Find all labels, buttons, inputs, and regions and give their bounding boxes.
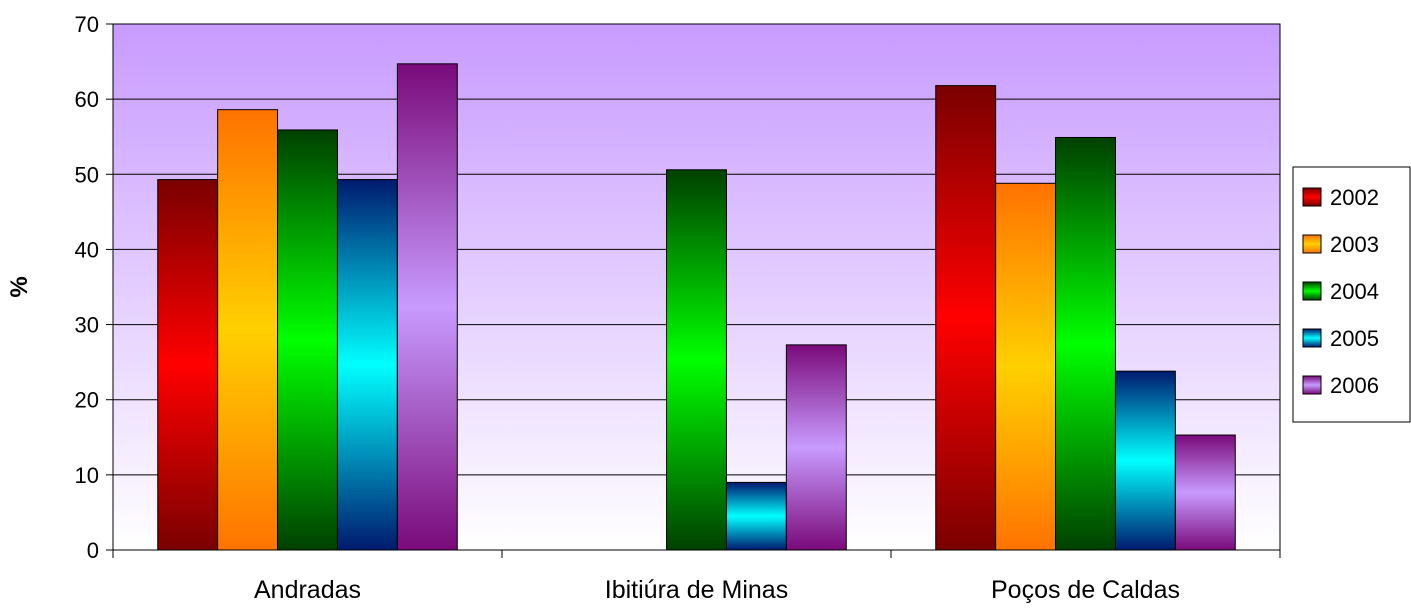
y-tick-labels: 0 10 20 30 40 50 60 70 <box>75 12 99 563</box>
legend-swatch <box>1302 187 1322 207</box>
bar-2005-2 <box>1114 370 1176 551</box>
bar-2004-0 <box>277 129 338 551</box>
legend-label: 2004 <box>1330 279 1379 304</box>
category-label: Poços de Caldas <box>991 576 1180 604</box>
bar-2006-0 <box>396 63 458 551</box>
bar-2002-0 <box>157 179 219 551</box>
legend-swatch <box>1302 328 1322 348</box>
bar-2006-1 <box>785 344 847 551</box>
legend-label: 2002 <box>1330 185 1379 210</box>
legend-label: 2005 <box>1330 326 1379 351</box>
y-tick-label: 70 <box>75 12 99 37</box>
y-tick-label: 50 <box>75 162 99 187</box>
category-label: Ibitiúra de Minas <box>605 576 788 604</box>
y-tick-label: 30 <box>75 313 99 338</box>
legend-swatch <box>1302 281 1322 301</box>
y-tick-label: 60 <box>75 87 99 112</box>
legend-swatch <box>1302 375 1322 395</box>
legend-label: 2006 <box>1330 373 1379 398</box>
y-tick-label: 10 <box>75 463 99 488</box>
y-tick-label: 40 <box>75 237 99 262</box>
bar-2005-0 <box>336 179 398 551</box>
legend-swatch <box>1302 234 1322 254</box>
axes <box>106 23 1281 558</box>
y-axis-label: % <box>6 276 33 297</box>
bars <box>157 63 1236 551</box>
bar-2003-0 <box>217 109 279 551</box>
y-tick-label: 0 <box>87 538 99 563</box>
legend-label: 2003 <box>1330 232 1379 257</box>
bar-2004-2 <box>1055 136 1116 551</box>
category-label: Andradas <box>254 576 361 604</box>
bar-2002-2 <box>935 85 997 551</box>
category-labels: Andradas Ibitiúra de Minas Poços de Caldas <box>254 576 1180 604</box>
bar-2003-2 <box>995 182 1057 551</box>
y-tick-label: 20 <box>75 388 99 413</box>
bar-2005-1 <box>725 481 787 551</box>
bar-2006-2 <box>1174 434 1236 551</box>
legend: 2002 2003 2004 2005 2006 <box>1292 166 1411 423</box>
bar-2004-1 <box>666 169 727 551</box>
